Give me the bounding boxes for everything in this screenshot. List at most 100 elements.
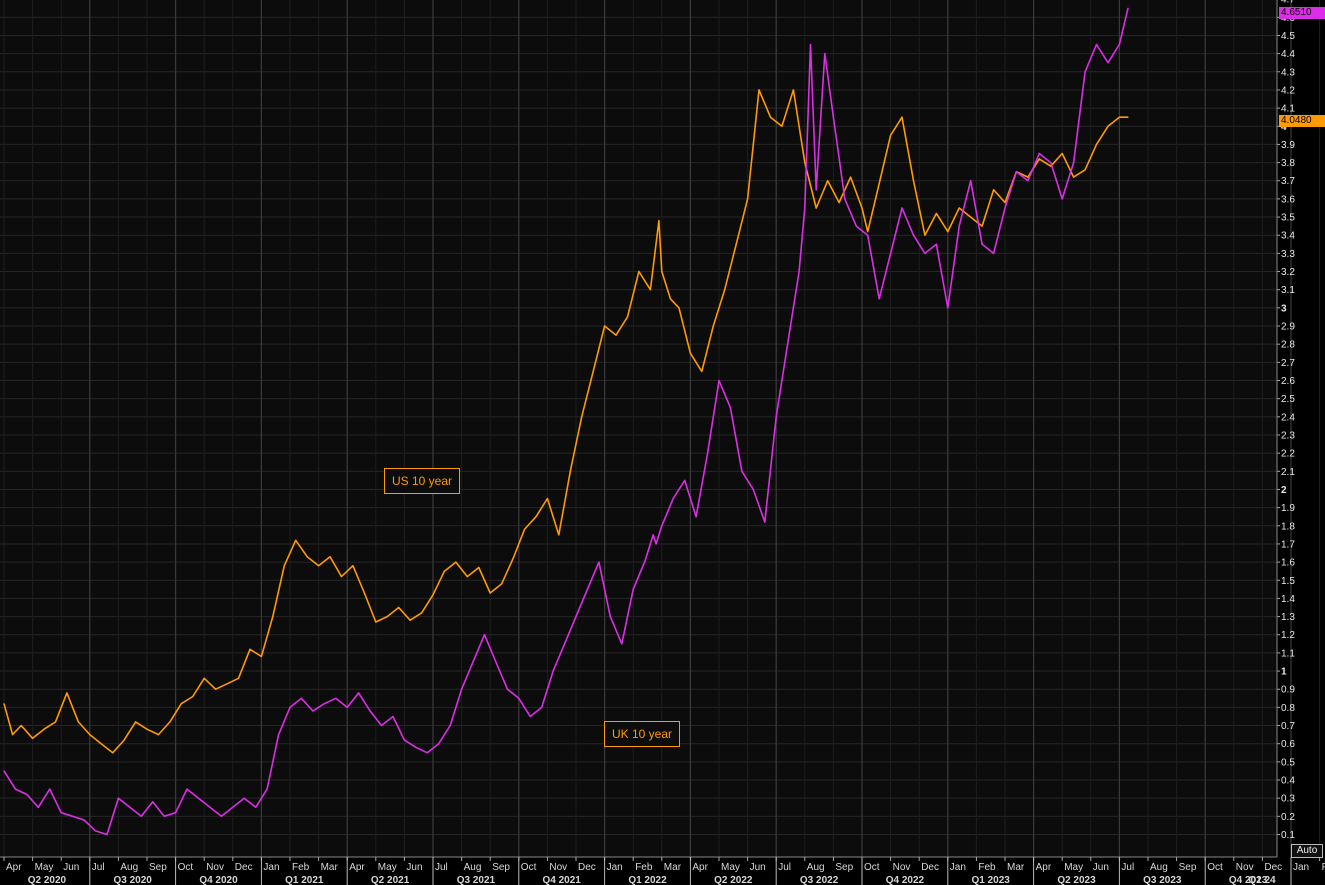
us-data-point xyxy=(970,216,972,218)
us-data-point xyxy=(792,89,795,91)
x-month-label: Jun xyxy=(406,862,422,873)
uk-data-point xyxy=(152,801,154,803)
uk-data-point xyxy=(255,806,257,808)
us-data-point xyxy=(592,370,594,372)
us-data-point xyxy=(569,470,571,472)
grid xyxy=(0,0,1321,857)
uk-data-point xyxy=(718,379,720,382)
us-data-point xyxy=(375,621,377,623)
uk-data-point xyxy=(958,225,960,227)
uk-data-point xyxy=(1127,7,1129,9)
y-tick-label: 3.1 xyxy=(1281,285,1295,296)
us-data-point xyxy=(237,677,240,679)
uk-data-point xyxy=(335,697,337,699)
x-month-label: Sep xyxy=(149,862,167,873)
us-data-point xyxy=(489,592,491,594)
us-data-point xyxy=(421,612,423,614)
y-tick-label: 2.5 xyxy=(1281,394,1295,405)
x-month-label: Jul xyxy=(92,862,105,873)
us-data-point xyxy=(1095,143,1098,145)
uk-data-point xyxy=(855,225,857,227)
x-quarter-label: Q1 24 xyxy=(1248,875,1276,885)
us-data-point xyxy=(712,325,714,327)
us-data-point xyxy=(295,539,297,541)
us-data-point xyxy=(581,416,583,418)
uk-data-point xyxy=(37,806,39,808)
y-tick-label: 4.1 xyxy=(1281,104,1295,115)
uk-data-point xyxy=(632,588,634,590)
x-month-label: Jan xyxy=(263,862,279,873)
us-data-point xyxy=(827,180,829,182)
x-quarter-label: Q4 2023 xyxy=(1229,875,1268,885)
uk-data-point xyxy=(14,788,16,790)
us-data-point xyxy=(398,606,400,609)
us-data-point xyxy=(604,325,606,327)
uk-data-point xyxy=(495,661,497,663)
series-lines xyxy=(3,7,1129,836)
us-data-point xyxy=(947,231,949,233)
us-data-point xyxy=(1004,201,1006,204)
uk-data-point xyxy=(564,643,566,645)
uk-data-point xyxy=(672,497,674,500)
uk-data-point xyxy=(541,706,543,709)
y-tick-label: 2.7 xyxy=(1281,358,1295,369)
y-tick-label: 4 xyxy=(1281,122,1287,133)
uk-data-point xyxy=(878,298,880,300)
us-data-point xyxy=(649,289,652,291)
us-data-point xyxy=(3,703,5,705)
y-tick-label: 1.1 xyxy=(1281,648,1295,659)
y-tick-label: 4.7 xyxy=(1281,0,1295,6)
uk-last-value-tag: 4.6510 xyxy=(1279,7,1325,19)
auto-scale-button[interactable]: Auto xyxy=(1291,844,1323,858)
uk-data-point xyxy=(312,710,314,712)
us-data-point xyxy=(535,516,537,518)
uk-data-point xyxy=(1004,207,1006,209)
x-month-label: Sep xyxy=(835,862,853,873)
uk-data-point xyxy=(752,488,754,491)
us-data-point xyxy=(615,334,617,336)
x-month-label: Aug xyxy=(1150,862,1168,873)
y-tick-label: 4.4 xyxy=(1281,49,1295,60)
x-month-label: Dec xyxy=(921,862,939,873)
uk-data-point xyxy=(106,833,108,836)
uk-data-point xyxy=(392,715,394,718)
us-data-point xyxy=(66,692,68,694)
uk-data-point xyxy=(289,706,291,709)
us-data-point xyxy=(1118,116,1120,118)
us-data-point xyxy=(638,270,640,273)
y-tick-label: 0.8 xyxy=(1281,703,1295,714)
uk-data-point xyxy=(529,715,531,718)
uk-data-point xyxy=(1038,152,1040,155)
y-tick-label: 1.2 xyxy=(1281,630,1295,641)
x-month-label: Jul xyxy=(1121,862,1134,873)
x-month-label: Apr xyxy=(6,862,22,873)
uk-data-point xyxy=(970,180,972,182)
us-data-point xyxy=(443,570,445,572)
x-month-label: Nov xyxy=(549,862,567,873)
x-quarter-label: Q1 2023 xyxy=(972,875,1011,885)
uk-data-point xyxy=(890,252,892,254)
x-month-label: Dec xyxy=(578,862,596,873)
x-month-label: Sep xyxy=(492,862,510,873)
us-data-point xyxy=(478,566,480,569)
uk-data-point xyxy=(924,252,926,254)
uk-data-point xyxy=(832,116,835,118)
uk-data-point xyxy=(993,252,995,254)
y-tick-label: 0.2 xyxy=(1281,812,1295,823)
x-month-label: Nov xyxy=(1236,862,1254,873)
y-tick-label: 3 xyxy=(1281,303,1287,314)
x-month-label: Dec xyxy=(235,862,253,873)
us-data-point xyxy=(77,721,79,723)
uk-data-point xyxy=(867,234,869,236)
y-tick-label: 0.3 xyxy=(1281,794,1295,805)
y-tick-label: 2.4 xyxy=(1281,412,1295,423)
uk-data-point xyxy=(140,815,142,817)
us-data-point xyxy=(501,583,503,585)
uk-data-point xyxy=(1118,43,1120,46)
x-month-label: Aug xyxy=(120,862,138,873)
us-data-point xyxy=(804,162,806,164)
us-data-point xyxy=(689,352,692,354)
x-quarter-label: Q1 2021 xyxy=(285,875,324,885)
uk-data-point xyxy=(695,516,697,518)
y-tick-label: 2.9 xyxy=(1281,322,1295,333)
